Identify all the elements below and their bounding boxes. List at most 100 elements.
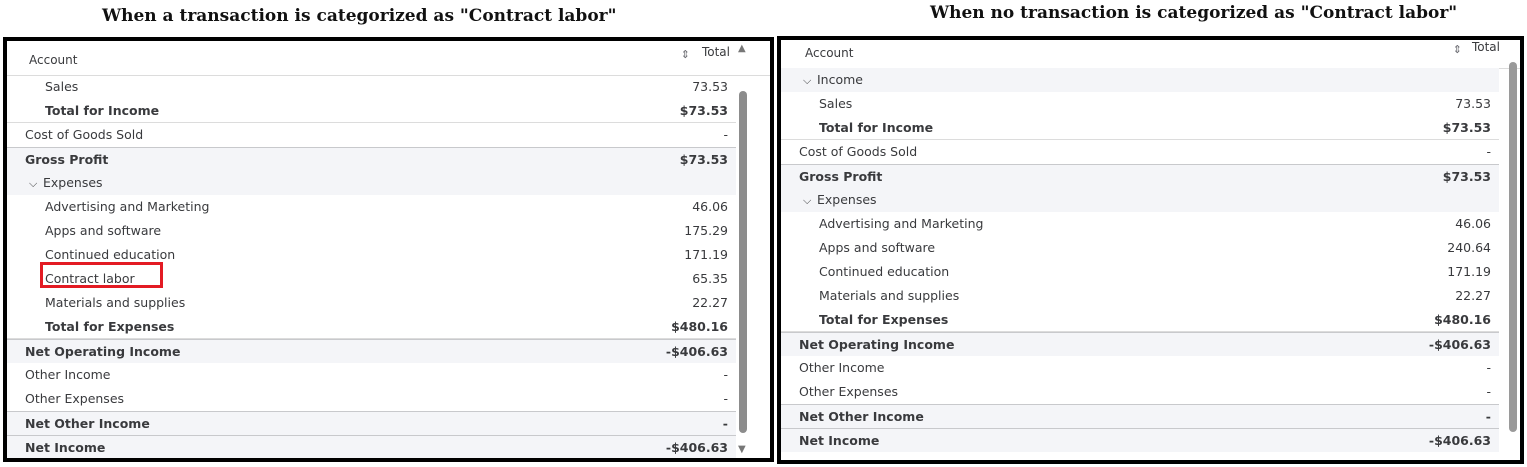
- row-label: Advertising and Marketing: [819, 216, 984, 231]
- contract-labor-highlight-box: [40, 262, 163, 288]
- table-row: Continued education 171.19: [781, 260, 1499, 284]
- table-row: Gross Profit $73.53: [7, 147, 736, 171]
- row-label: Total for Expenses: [819, 312, 949, 327]
- row-label: Apps and software: [819, 240, 936, 255]
- report-header: Account ⇕ Total: [7, 41, 770, 76]
- table-row: Net Operating Income -$406.63: [781, 332, 1499, 356]
- row-label: Advertising and Marketing: [45, 199, 210, 214]
- scroll-up-arrow-icon[interactable]: ▲: [738, 43, 746, 54]
- row-value: 65.35: [692, 271, 728, 286]
- row-label: Materials and supplies: [45, 295, 186, 310]
- row-value: 22.27: [692, 295, 728, 310]
- table-row: Net Income -$406.63: [7, 435, 736, 458]
- table-row: Total for Income $73.53: [781, 116, 1499, 140]
- table-row[interactable]: ⌵ Expenses: [781, 188, 1499, 212]
- row-label: Other Income: [25, 367, 111, 382]
- row-label: Continued education: [819, 264, 950, 279]
- row-value: -: [723, 367, 728, 382]
- table-row: Net Operating Income -$406.63: [7, 339, 736, 363]
- row-label: Other Expenses: [25, 391, 125, 406]
- chevron-down-icon[interactable]: ⌵: [29, 177, 38, 190]
- row-label: Sales: [45, 79, 79, 94]
- report-header: Account ⇕ Total: [781, 40, 1520, 69]
- row-label: Expenses: [817, 192, 877, 207]
- report-panel-without-contract-labor: Account ⇕ Total ⌵ Income Sales 73.53 Total f…: [777, 36, 1524, 464]
- row-label: Other Income: [799, 360, 885, 375]
- table-row: Advertising and Marketing 46.06: [7, 195, 736, 219]
- row-value: -: [1486, 360, 1491, 375]
- right-caption: When no transaction is categorized as "C…: [930, 3, 1458, 23]
- table-row: Total for Expenses $480.16: [7, 315, 736, 339]
- report-panel-with-contract-labor: Account ⇕ Total Sales 73.53 Total for Inco…: [3, 37, 774, 462]
- table-row: Cost of Goods Sold -: [7, 123, 736, 147]
- table-row: Other Expenses -: [7, 387, 736, 411]
- row-value: 175.29: [684, 223, 728, 238]
- row-label: Net Income: [799, 433, 880, 448]
- row-value: $480.16: [671, 319, 728, 334]
- row-value: -: [1486, 144, 1491, 159]
- table-row: Other Expenses -: [781, 380, 1499, 404]
- total-column-header[interactable]: Total: [701, 45, 730, 59]
- table-row: Materials and supplies 22.27: [781, 284, 1499, 308]
- scrollbar-thumb[interactable]: [739, 91, 747, 433]
- table-row: Apps and software 240.64: [781, 236, 1499, 260]
- row-value: $73.53: [1442, 169, 1491, 184]
- table-row: Other Income -: [781, 356, 1499, 380]
- row-value: -$406.63: [1428, 337, 1491, 352]
- table-row: Sales 73.53: [7, 75, 736, 99]
- table-row: Sales 73.53: [781, 92, 1499, 116]
- row-value: 240.64: [1447, 240, 1491, 255]
- row-label: Net Income: [25, 440, 106, 455]
- row-value: -: [723, 127, 728, 142]
- row-value: 22.27: [1455, 288, 1491, 303]
- row-label: Continued education: [45, 247, 176, 262]
- account-column-header[interactable]: Account: [29, 53, 78, 67]
- left-caption: When a transaction is categorized as "Co…: [102, 6, 617, 26]
- table-row: Cost of Goods Sold -: [781, 140, 1499, 164]
- sort-arrows-icon[interactable]: ⇕: [1452, 43, 1462, 56]
- row-label: Contract labor: [45, 271, 135, 286]
- table-row: Advertising and Marketing 46.06: [781, 212, 1499, 236]
- row-label: Apps and software: [45, 223, 162, 238]
- row-label: Net Other Income: [25, 416, 150, 431]
- account-column-header[interactable]: Account: [805, 46, 854, 60]
- row-label: Income: [817, 72, 863, 87]
- row-value: 46.06: [1455, 216, 1491, 231]
- row-value: 73.53: [1455, 96, 1491, 111]
- total-column-header[interactable]: Total: [1471, 40, 1500, 54]
- table-row: Net Other Income -: [7, 411, 736, 435]
- row-label: Gross Profit: [799, 169, 883, 184]
- row-label: Sales: [819, 96, 853, 111]
- table-row: Net Other Income -: [781, 404, 1499, 428]
- report-rows: ⌵ Income Sales 73.53 Total for Income $73.53 C…: [781, 68, 1499, 452]
- vertical-scrollbar[interactable]: ▲ ▼: [736, 43, 750, 455]
- row-label: Total for Income: [819, 120, 934, 135]
- row-value: -$406.63: [665, 344, 728, 359]
- table-row: Gross Profit $73.53: [781, 164, 1499, 188]
- table-row[interactable]: ⌵ Income: [781, 68, 1499, 92]
- row-value: -$406.63: [1428, 433, 1491, 448]
- row-value: -: [722, 416, 728, 431]
- table-row-contract-labor: Contract labor 65.35: [7, 267, 736, 291]
- row-value: -$406.63: [665, 440, 728, 455]
- scroll-down-arrow-icon[interactable]: ▼: [738, 444, 746, 455]
- row-value: -: [723, 391, 728, 406]
- row-label: Net Other Income: [799, 409, 924, 424]
- sort-arrows-icon[interactable]: ⇕: [680, 48, 690, 61]
- chevron-down-icon[interactable]: ⌵: [803, 74, 812, 87]
- table-row: Total for Income $73.53: [7, 99, 736, 123]
- row-label: Net Operating Income: [25, 344, 181, 359]
- row-value: -: [1486, 384, 1491, 399]
- vertical-scrollbar[interactable]: [1506, 42, 1520, 458]
- table-row: Materials and supplies 22.27: [7, 291, 736, 315]
- table-row[interactable]: ⌵ Expenses: [7, 171, 736, 195]
- chevron-down-icon[interactable]: ⌵: [803, 194, 812, 207]
- row-label: Gross Profit: [25, 152, 109, 167]
- row-label: Net Operating Income: [799, 337, 955, 352]
- row-value: 171.19: [1447, 264, 1491, 279]
- row-value: -: [1485, 409, 1491, 424]
- scrollbar-thumb[interactable]: [1509, 62, 1517, 432]
- row-value: $73.53: [1442, 120, 1491, 135]
- table-row: Continued education 171.19: [7, 243, 736, 267]
- row-value: $480.16: [1434, 312, 1491, 327]
